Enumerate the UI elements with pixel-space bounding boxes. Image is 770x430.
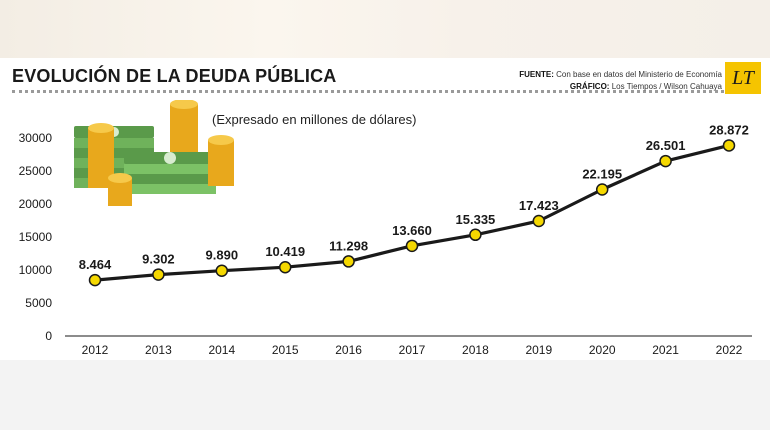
logo-text: LT (731, 67, 756, 89)
x-tick-label: 2013 (145, 343, 172, 357)
series-line (94, 143, 730, 282)
graphic-label: GRÁFICO: (569, 82, 610, 91)
data-point (88, 273, 102, 287)
data-label: 15.335 (456, 212, 496, 227)
chart-title: EVOLUCIÓN DE LA DEUDA PÚBLICA (12, 66, 337, 86)
x-tick-label: 2015 (272, 343, 299, 357)
x-tick-label: 2018 (462, 343, 489, 357)
x-tick-label: 2017 (399, 343, 426, 357)
credits: FUENTE: Con base en datos del Ministerio… (519, 69, 722, 93)
data-markers (88, 139, 736, 287)
x-tick-label: 2019 (525, 343, 552, 357)
x-tick-label: 2014 (208, 343, 235, 357)
money-illustration (74, 100, 234, 206)
y-tick-label: 0 (45, 329, 52, 343)
data-point (722, 139, 736, 152)
data-label: 22.195 (582, 167, 622, 182)
data-point (405, 239, 419, 253)
source-text: Con base en datos del Ministerio de Econ… (556, 70, 722, 79)
x-axis-ticks: 2012 2013 2014 2015 2016 2017 2018 2019 2020 2021… (82, 343, 743, 357)
data-label: 11.298 (329, 238, 368, 253)
y-tick-label: 25000 (19, 164, 53, 178)
data-label: 9.890 (206, 248, 239, 263)
x-tick-label: 2020 (589, 343, 616, 357)
data-label: 13.660 (392, 223, 432, 238)
data-point (278, 260, 292, 274)
graphic-text: Los Tiempos / Wilson Cahuaya (611, 82, 722, 91)
title-divider (12, 90, 724, 93)
y-tick-label: 30000 (19, 131, 53, 145)
data-point (532, 214, 546, 228)
data-point (659, 154, 672, 168)
data-label: 26.501 (646, 138, 686, 153)
data-label: 10.419 (265, 244, 305, 259)
los-tiempos-logo: LT (725, 62, 761, 94)
x-tick-label: 2022 (716, 343, 743, 357)
x-tick-label: 2021 (652, 343, 679, 357)
blurred-background-top (0, 0, 770, 58)
y-tick-label: 20000 (19, 197, 53, 211)
y-axis-ticks: 0 5000 10000 15000 20000 25000 30000 (19, 131, 53, 343)
data-point (469, 228, 482, 242)
data-label: 17.423 (519, 198, 559, 213)
chart-card (0, 58, 770, 360)
data-point (342, 255, 355, 268)
y-tick-label: 5000 (25, 296, 52, 310)
chart-subtitle: (Expresado en millones de dólares) (212, 112, 417, 127)
coin-stacks (88, 100, 234, 206)
data-point (215, 264, 229, 277)
data-label: 28.872 (709, 122, 749, 137)
y-tick-label: 15000 (19, 230, 53, 244)
blurred-background-bottom (0, 360, 770, 430)
data-label: 9.302 (142, 252, 175, 267)
x-tick-label: 2012 (82, 343, 109, 357)
data-labels: 8.464 9.302 9.890 10.419 11.298 13.660 15.335 1… (79, 122, 749, 272)
y-tick-label: 10000 (19, 263, 53, 277)
banknote-stack-front (124, 152, 216, 194)
source-label: FUENTE: (519, 70, 554, 79)
x-tick-label: 2016 (335, 343, 362, 357)
data-point (152, 268, 165, 281)
data-label: 8.464 (79, 257, 112, 272)
data-point (595, 183, 609, 196)
